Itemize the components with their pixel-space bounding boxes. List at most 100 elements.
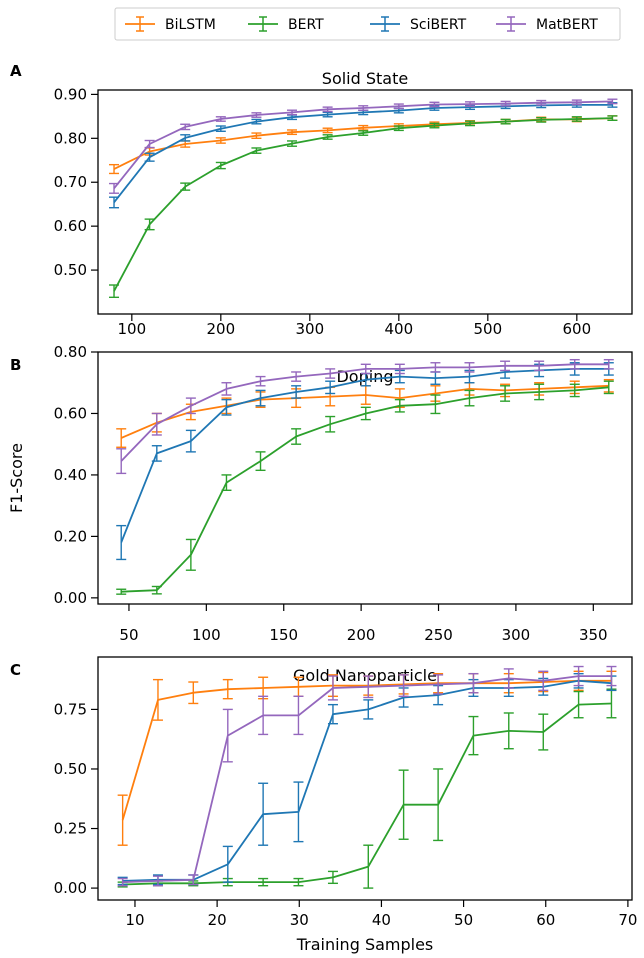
plot-frame	[97, 89, 633, 315]
legend-item: SciBERT	[370, 16, 467, 33]
series-scibert	[109, 102, 618, 209]
data-point	[215, 125, 226, 132]
data-point	[251, 147, 262, 154]
y-tick-label: 0.60	[54, 217, 87, 235]
chart-title: Solid State	[322, 69, 408, 88]
data-point	[465, 101, 476, 107]
data-point	[116, 588, 127, 595]
data-point	[433, 674, 444, 695]
data-point	[327, 870, 338, 885]
data-point	[464, 389, 475, 407]
y-tick-label: 0.25	[54, 820, 87, 838]
data-point	[571, 116, 582, 122]
data-point	[152, 875, 163, 887]
data-point	[322, 111, 333, 118]
data-point	[358, 124, 369, 131]
data-point	[255, 451, 266, 472]
x-tick-label: 350	[579, 626, 608, 644]
data-point	[327, 703, 338, 725]
data-point	[151, 585, 162, 595]
data-point	[293, 695, 304, 736]
data-point	[151, 412, 162, 436]
y-tick-label: 0.80	[54, 129, 87, 147]
y-tick-label: 0.50	[54, 760, 87, 778]
data-point	[144, 139, 155, 149]
y-tick-label: 0.70	[54, 173, 87, 191]
panel-letter: B	[10, 356, 21, 374]
data-point	[429, 122, 440, 129]
data-point	[251, 118, 262, 125]
data-point	[534, 360, 545, 372]
data-point	[325, 415, 336, 433]
legend: BiLSTM BERT SciBERT MatBERT	[114, 7, 621, 41]
data-point	[109, 182, 120, 194]
data-point	[287, 129, 298, 136]
data-point	[222, 708, 233, 763]
data-point	[144, 218, 155, 231]
data-point	[258, 877, 269, 887]
series-matbert	[109, 98, 618, 194]
data-point	[287, 109, 298, 116]
data-point	[258, 782, 269, 846]
panel-letter: C	[10, 661, 21, 679]
data-point	[185, 538, 196, 571]
data-point	[293, 877, 304, 887]
x-tick-label: 70	[618, 911, 637, 929]
series-bert	[109, 115, 618, 299]
x-tick-label: 200	[347, 626, 376, 644]
x-tick-label: 400	[384, 320, 413, 338]
x-tick-label: 300	[502, 626, 531, 644]
y-axis-label: F1-Score	[7, 443, 26, 513]
panel-a: A Solid State 100 200 300 400 500 600 0.50 0.60 0.…	[10, 62, 633, 338]
data-point	[291, 428, 302, 445]
data-point	[394, 363, 405, 375]
data-point	[360, 363, 371, 375]
data-point	[185, 397, 196, 415]
data-point	[222, 845, 233, 883]
data-point	[538, 670, 549, 692]
data-point	[606, 665, 617, 687]
legend-item: MatBERT	[496, 16, 598, 33]
data-point	[221, 382, 232, 396]
x-tick-label: 100	[192, 626, 221, 644]
data-point	[215, 161, 226, 170]
x-tick-label: 600	[562, 320, 591, 338]
data-point	[258, 695, 269, 736]
series-scibert	[117, 672, 617, 886]
panels: A Solid State 100 200 300 400 500 600 0.50 0.60 0.…	[7, 62, 637, 954]
data-point	[398, 769, 409, 840]
series-bert	[116, 380, 614, 595]
x-tick-label: 50	[119, 626, 138, 644]
data-point	[293, 781, 304, 843]
data-point	[500, 385, 511, 402]
data-point	[358, 130, 369, 136]
x-axis-label: Training Samples	[296, 935, 434, 954]
data-point	[221, 474, 232, 491]
data-point	[116, 428, 127, 448]
data-point	[215, 137, 226, 144]
legend-item: BiLSTM	[125, 16, 216, 33]
data-point	[363, 844, 374, 889]
plot-frame	[97, 656, 633, 901]
x-tick-label: 20	[208, 911, 227, 929]
series-line	[122, 675, 612, 883]
data-point	[503, 668, 514, 689]
data-point	[538, 713, 549, 751]
data-point	[500, 360, 511, 372]
x-tick-label: 300	[295, 320, 324, 338]
data-point	[363, 675, 374, 699]
data-point	[116, 524, 127, 561]
data-point	[430, 394, 441, 415]
data-point	[322, 106, 333, 113]
data-point	[500, 100, 511, 107]
data-point	[536, 99, 547, 106]
data-point	[251, 132, 262, 140]
data-point	[468, 715, 479, 756]
legend-items: BiLSTM BERT SciBERT MatBERT	[125, 16, 598, 33]
x-tick-label: 30	[290, 911, 309, 929]
data-point	[322, 134, 333, 140]
data-point	[500, 118, 511, 125]
data-point	[573, 690, 584, 719]
